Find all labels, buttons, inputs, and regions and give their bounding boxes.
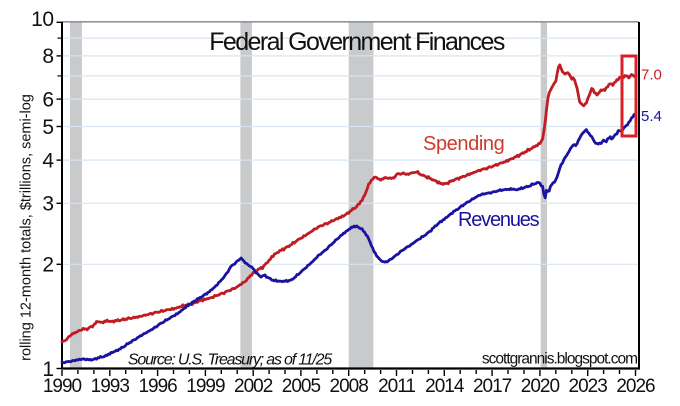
svg-text:2: 2	[42, 254, 53, 277]
svg-text:1990: 1990	[43, 376, 82, 397]
svg-text:5: 5	[42, 116, 53, 139]
svg-text:2011: 2011	[378, 376, 415, 397]
svg-text:2023: 2023	[569, 376, 608, 397]
svg-text:2026: 2026	[616, 376, 655, 397]
svg-text:6: 6	[42, 88, 53, 111]
svg-text:1999: 1999	[186, 376, 225, 397]
svg-text:8: 8	[42, 45, 53, 68]
svg-text:2005: 2005	[282, 376, 321, 397]
svg-text:2014: 2014	[425, 376, 465, 397]
svg-text:Revenues: Revenues	[458, 209, 540, 231]
svg-text:rolling 12-month totals, $tril: rolling 12-month totals, $trillions, sem…	[19, 94, 35, 361]
svg-text:10: 10	[31, 8, 53, 31]
svg-text:1993: 1993	[91, 376, 130, 397]
svg-text:Spending: Spending	[423, 133, 504, 155]
svg-text:Federal Government Finances: Federal Government Finances	[209, 28, 505, 56]
svg-text:7.0: 7.0	[641, 67, 662, 84]
svg-text:1: 1	[42, 358, 53, 381]
svg-text:2017: 2017	[473, 376, 512, 397]
svg-text:1996: 1996	[138, 376, 177, 397]
svg-text:scottgrannis.blogspot.com: scottgrannis.blogspot.com	[482, 351, 637, 368]
svg-text:4: 4	[42, 149, 54, 172]
svg-text:2020: 2020	[521, 376, 560, 397]
svg-text:3: 3	[42, 193, 53, 216]
svg-text:Source: U.S. Treasury; as of 1: Source: U.S. Treasury; as of 11/25	[128, 352, 332, 369]
svg-text:5.4: 5.4	[641, 108, 662, 125]
svg-text:2002: 2002	[234, 376, 273, 397]
svg-text:2008: 2008	[330, 376, 369, 397]
